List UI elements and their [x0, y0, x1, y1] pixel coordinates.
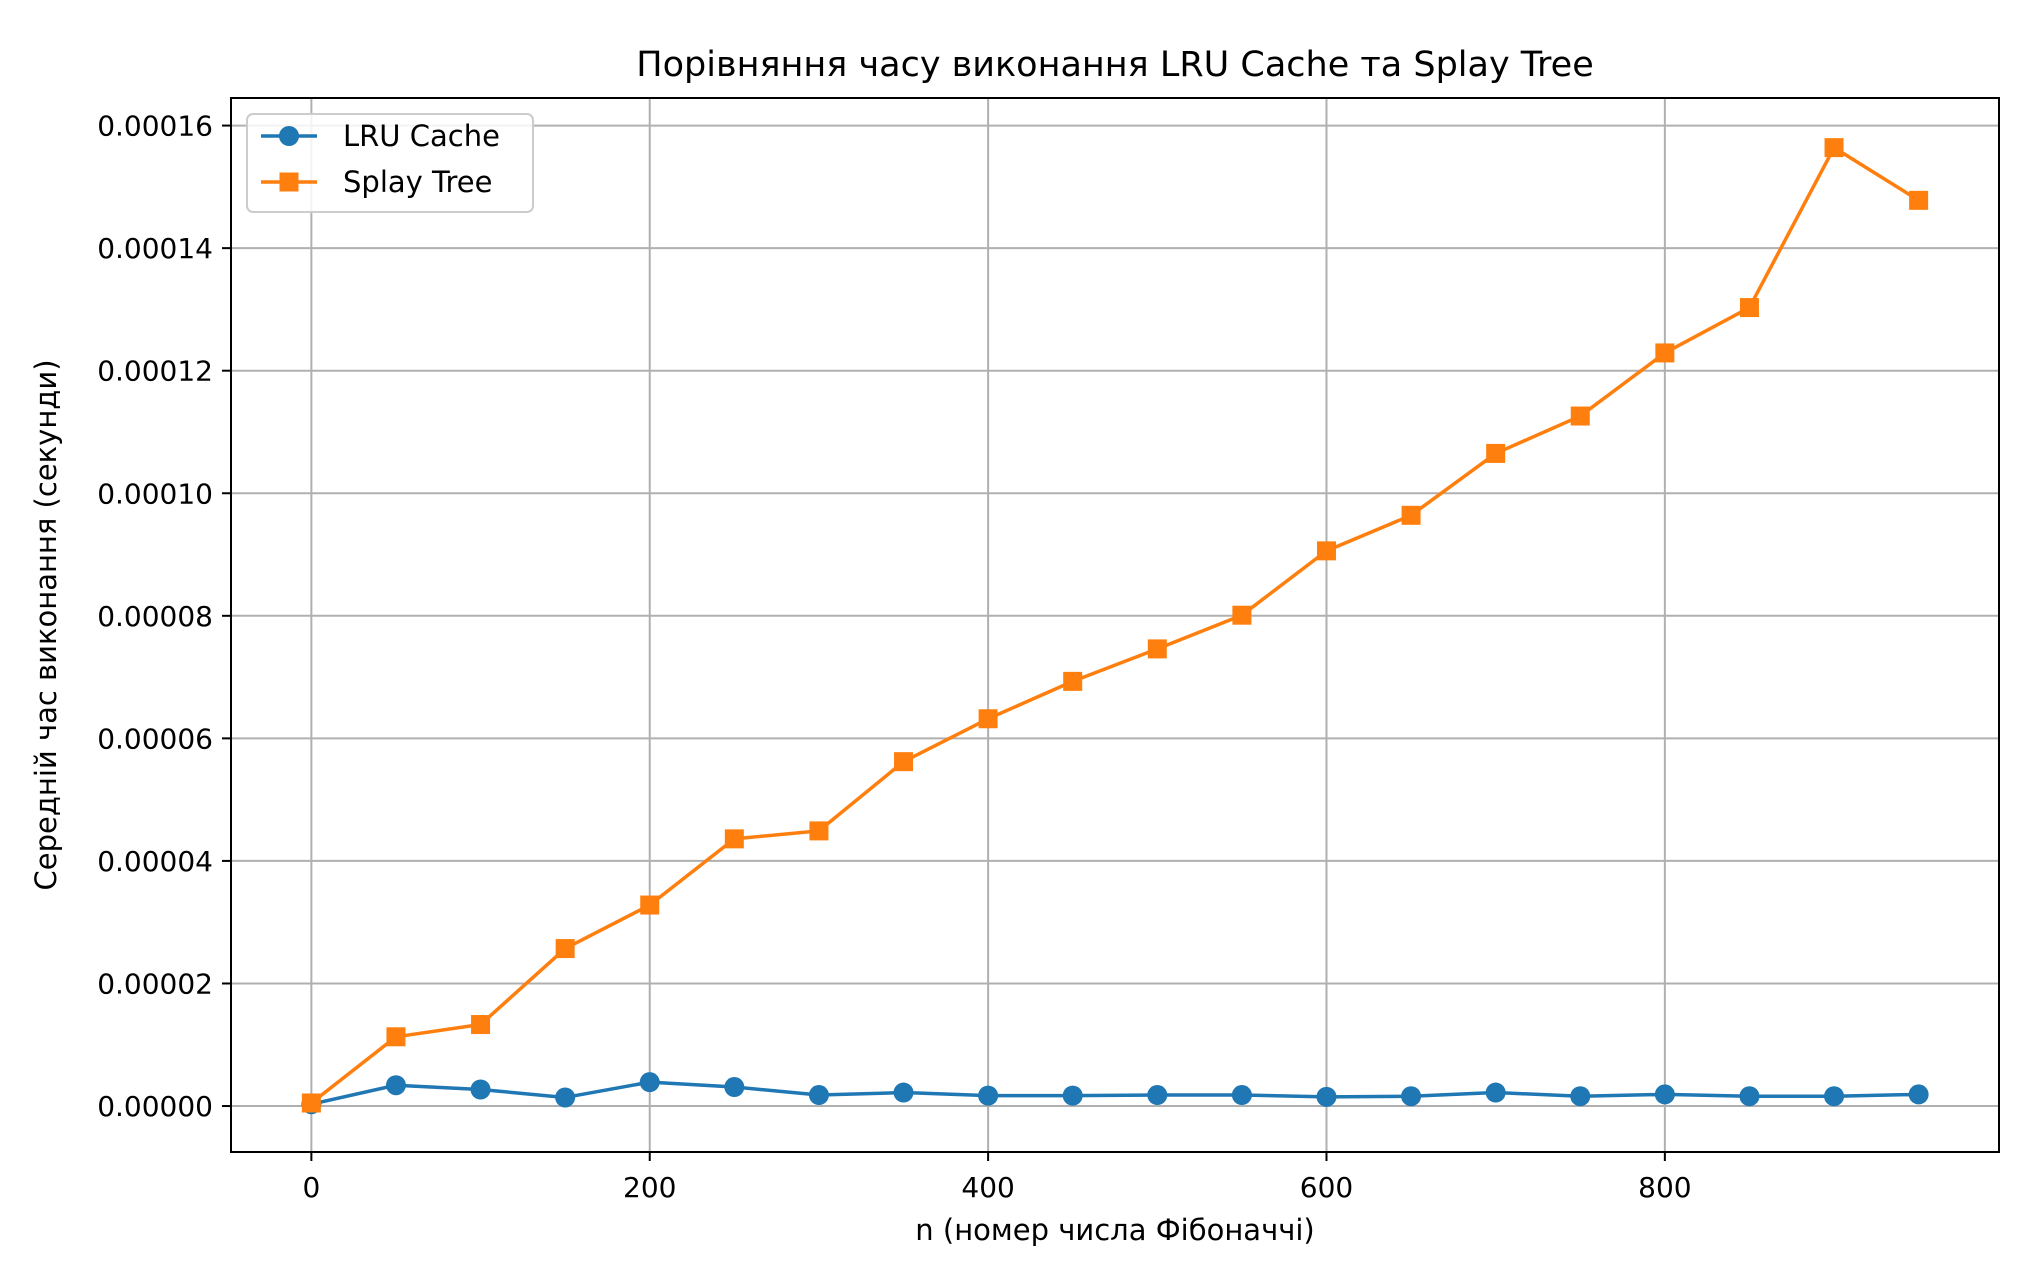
- data-point-circle: [1231, 1085, 1252, 1106]
- data-point-circle: [1062, 1085, 1083, 1106]
- legend-label: Splay Tree: [343, 165, 492, 199]
- y-tick-label: 0.00016: [97, 110, 213, 143]
- data-point-circle: [1824, 1086, 1845, 1107]
- data-point-circle: [978, 1085, 999, 1106]
- data-point-square: [386, 1027, 406, 1047]
- data-point-square: [1486, 443, 1506, 463]
- chart-title: Порівняння часу виконання LRU Cache та S…: [636, 45, 1593, 85]
- series-splay-tree: [301, 138, 1929, 1113]
- legend-marker-circle: [279, 126, 299, 146]
- x-tick-label: 400: [961, 1171, 1014, 1204]
- data-point-circle: [1739, 1086, 1760, 1107]
- data-point-circle: [1316, 1086, 1337, 1107]
- data-point-circle: [1401, 1086, 1422, 1107]
- y-tick-label: 0.00006: [97, 722, 213, 755]
- data-point-square: [555, 939, 575, 959]
- data-point-square: [1655, 343, 1675, 363]
- data-point-circle: [893, 1082, 914, 1103]
- data-point-circle: [1147, 1085, 1168, 1106]
- legend-marker-square: [279, 172, 299, 192]
- y-axis-label: Середній час виконання (секунди): [29, 359, 63, 890]
- data-point-square: [724, 829, 744, 849]
- data-point-circle: [1908, 1084, 1929, 1105]
- data-point-square: [471, 1015, 491, 1035]
- data-point-square: [640, 895, 660, 915]
- grid: [231, 98, 1999, 1152]
- y-tick-label: 0.00004: [97, 845, 213, 878]
- y-tick-label: 0.00010: [97, 477, 213, 510]
- data-point-square: [1232, 605, 1252, 625]
- data-point-square: [301, 1093, 321, 1113]
- data-point-square: [1401, 505, 1421, 525]
- data-point-square: [1570, 406, 1590, 426]
- data-point-square: [1147, 639, 1167, 659]
- plot-frame: [230, 97, 2000, 1153]
- y-tick-label: 0.00014: [97, 232, 213, 265]
- data-point-circle: [470, 1079, 491, 1100]
- data-point-square: [1316, 541, 1336, 561]
- data-point-circle: [639, 1072, 660, 1093]
- legend-label: LRU Cache: [343, 119, 500, 153]
- data-point-circle: [1654, 1084, 1675, 1105]
- legend-item: LRU Cache: [261, 119, 500, 153]
- x-tick-label: 800: [1638, 1171, 1691, 1204]
- legend-item: Splay Tree: [261, 165, 492, 199]
- y-tick-label: 0.00012: [97, 355, 213, 388]
- data-point-square: [978, 709, 998, 729]
- x-tick-label: 200: [623, 1171, 676, 1204]
- ticks: 0 200 400 600 800 0.00000 0.00002 0.00004 0.0000…: [97, 110, 1691, 1204]
- data-point-circle: [555, 1087, 576, 1108]
- data-point-circle: [1485, 1082, 1506, 1103]
- data-point-circle: [1570, 1086, 1591, 1107]
- y-tick-label: 0.00008: [97, 600, 213, 633]
- data-point-circle: [385, 1075, 406, 1096]
- data-point-square: [1909, 190, 1929, 210]
- data-point-square: [1739, 298, 1759, 318]
- data-point-square: [1063, 671, 1083, 691]
- y-tick-label: 0.00002: [97, 967, 213, 1000]
- series-line: [310, 1080, 1919, 1106]
- data-point-square: [894, 752, 914, 772]
- data-point-circle: [724, 1077, 745, 1098]
- x-axis-label: n (номер числа Фібоначчі): [915, 1213, 1314, 1247]
- series-lru-cache: [301, 1072, 1929, 1115]
- legend-box: [246, 113, 534, 213]
- y-tick-label: 0.00000: [97, 1090, 213, 1123]
- data-point-square: [809, 821, 829, 841]
- x-tick-label: 0: [302, 1171, 320, 1204]
- legend: LRU Cache Splay Tree: [246, 113, 534, 213]
- series-line: [310, 145, 1920, 1105]
- x-tick-label: 600: [1300, 1171, 1353, 1204]
- data-point-circle: [808, 1085, 829, 1106]
- series-group: [301, 138, 1929, 1115]
- data-point-square: [1824, 138, 1844, 158]
